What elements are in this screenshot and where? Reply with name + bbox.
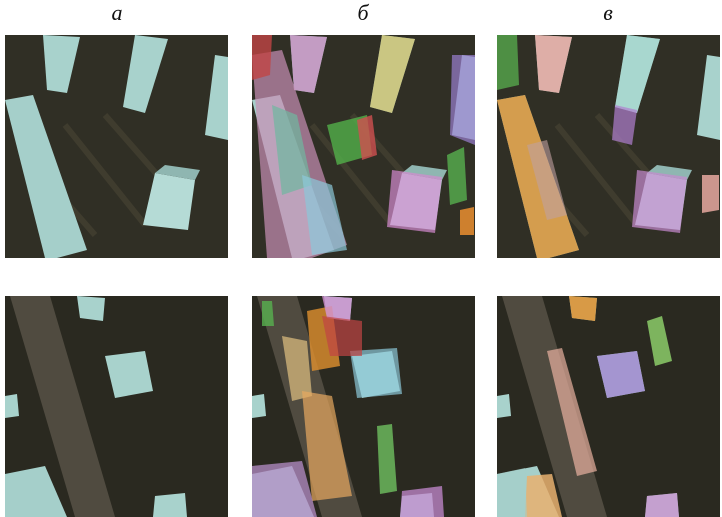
column-label: б	[357, 0, 369, 25]
segment-overlay	[497, 35, 519, 90]
segment-overlay	[387, 170, 442, 233]
segment-overlay	[252, 35, 272, 80]
segment-overlay	[497, 468, 527, 517]
segment-overlay	[645, 493, 679, 517]
segmentation-panel	[497, 296, 720, 517]
aerial-image	[5, 296, 228, 517]
segment-overlay	[447, 147, 467, 205]
segment-overlay	[702, 175, 719, 213]
segmentation-panel	[497, 35, 720, 258]
segmentation-panel	[252, 35, 475, 258]
segment-overlay	[400, 486, 444, 517]
segment-overlay	[632, 170, 687, 233]
segment-overlay	[569, 296, 597, 321]
figure: а б в	[0, 0, 722, 517]
column-label: а	[112, 0, 123, 25]
segment-overlay	[460, 207, 474, 235]
segment-overlay	[450, 55, 475, 145]
segmentation-panel	[252, 296, 475, 517]
aerial-image	[5, 35, 228, 258]
column-label: в	[603, 0, 613, 25]
segment-overlay	[262, 301, 274, 326]
